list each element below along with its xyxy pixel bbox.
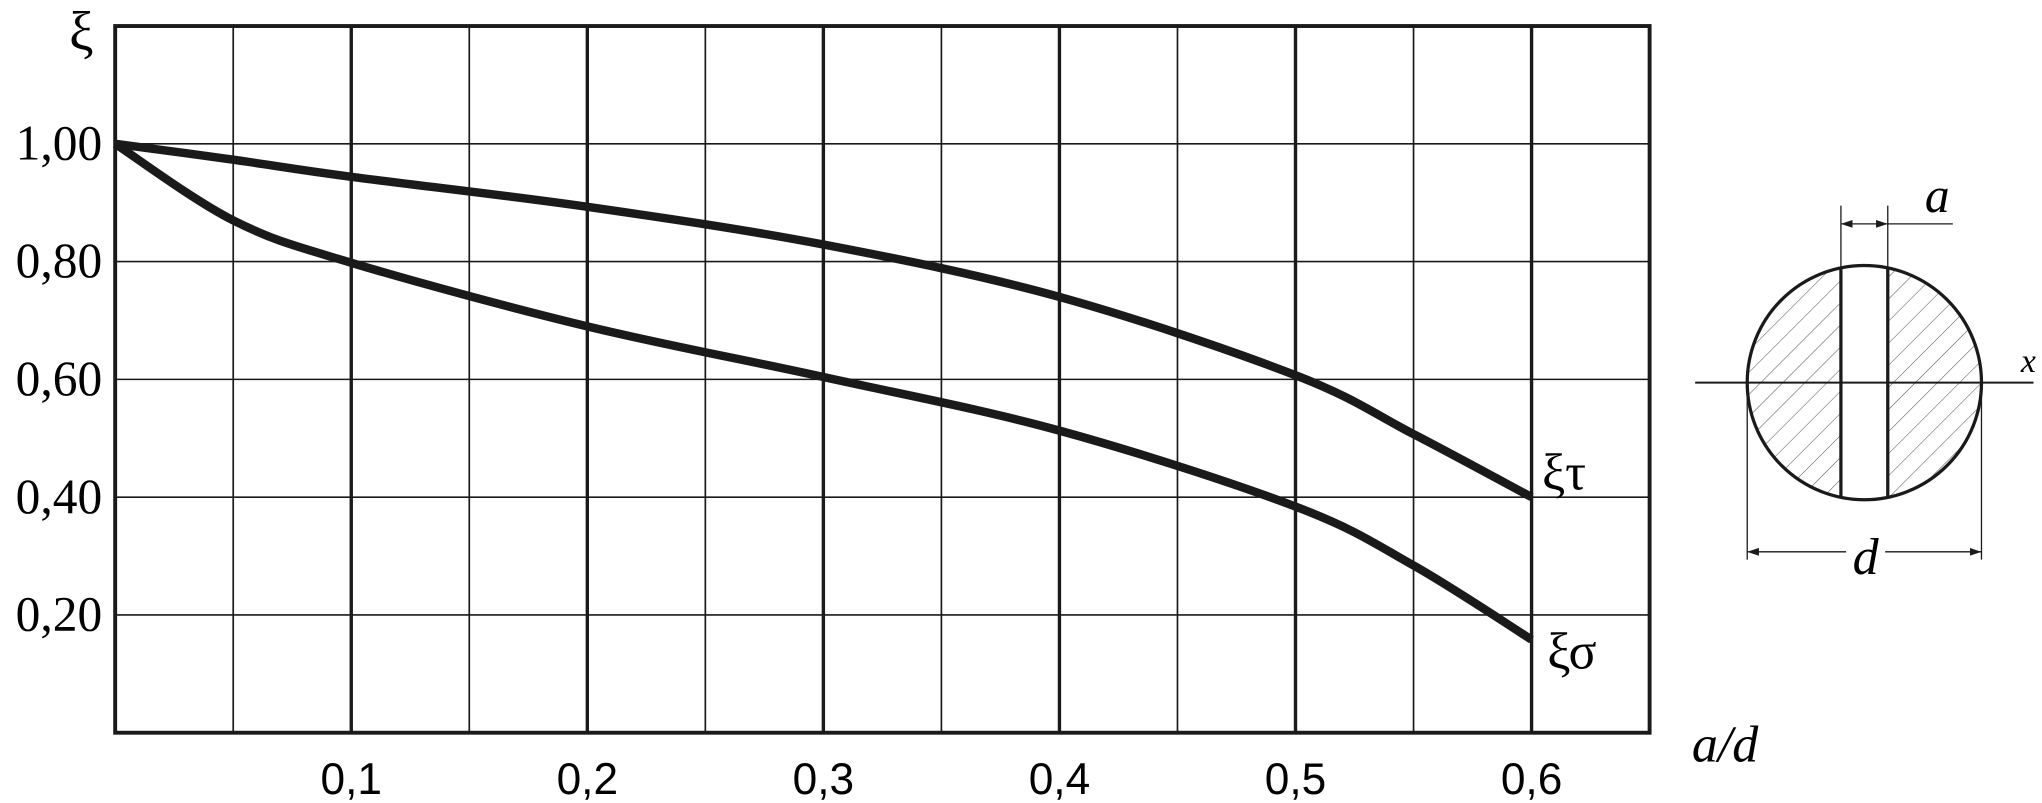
cross-section-diagram: a d x bbox=[1695, 168, 2036, 586]
data-line bbox=[114, 139, 1534, 501]
plot-area: 0,20 0,40 0,60 0,80 1,00 0,1 0,2 0,3 0,4 0,5 0,6 ξτ… bbox=[16, 24, 1652, 803]
x-tick-label: 0,5 bbox=[1265, 755, 1327, 803]
axis-label: x bbox=[2020, 343, 2036, 380]
series-label: ξσ bbox=[1547, 623, 1596, 680]
y-tick-label: 0,20 bbox=[16, 587, 103, 642]
data-line bbox=[112, 140, 1534, 644]
dimension-label: d bbox=[1853, 529, 1880, 586]
plot-border bbox=[113, 24, 1652, 735]
x-tick-label: 0,3 bbox=[793, 755, 855, 803]
y-tick-label: 0,60 bbox=[16, 351, 103, 406]
x-axis-label: a/d bbox=[1692, 716, 1759, 773]
series-label: ξτ bbox=[1542, 444, 1586, 501]
dimension-label: a bbox=[1925, 168, 1950, 223]
x-tick-label: 0,4 bbox=[1029, 755, 1091, 803]
x-tick-label: 0,6 bbox=[1501, 755, 1562, 803]
x-tick-label: 0,2 bbox=[557, 755, 619, 803]
y-tick-label: 1,00 bbox=[16, 115, 103, 170]
x-tick-label: 0,1 bbox=[320, 755, 382, 803]
y-axis-label: ξ bbox=[69, 0, 93, 61]
y-tick-label: 0,40 bbox=[16, 469, 103, 524]
y-tick-label: 0,80 bbox=[16, 233, 103, 288]
